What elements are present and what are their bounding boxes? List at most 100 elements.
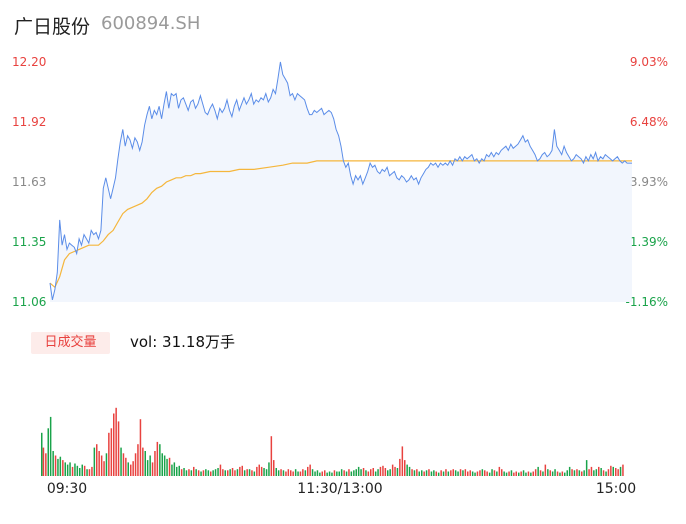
volume-bar bbox=[401, 446, 404, 476]
volume-bar bbox=[299, 471, 302, 476]
volume-bar bbox=[83, 465, 86, 476]
volume-bar bbox=[91, 466, 93, 476]
volume-bar bbox=[435, 471, 437, 476]
volume-bar bbox=[372, 468, 374, 476]
volume-bar bbox=[263, 468, 265, 476]
volume-bar bbox=[404, 460, 406, 476]
time-tick-label: 11:30/13:00 bbox=[297, 481, 383, 497]
volume-bar bbox=[564, 472, 566, 476]
volume-bar bbox=[59, 456, 62, 476]
volume-bar bbox=[202, 470, 205, 476]
volume-bar bbox=[314, 471, 316, 476]
volume-bar bbox=[532, 471, 534, 476]
volume-bar bbox=[374, 471, 377, 476]
volume-bar bbox=[251, 470, 253, 476]
price-tick-label: 11.63 bbox=[12, 175, 47, 189]
volume-bar bbox=[590, 466, 593, 476]
percent-tick-label: -1.16% bbox=[625, 295, 668, 309]
stock-name: 广日股份 bbox=[14, 16, 91, 38]
volume-bar bbox=[578, 470, 581, 476]
volume-bar bbox=[149, 455, 151, 476]
volume-bar bbox=[178, 465, 180, 476]
volume-bar bbox=[316, 470, 319, 476]
volume-bar bbox=[360, 469, 362, 476]
volume-bar bbox=[336, 471, 338, 476]
volume-bar bbox=[294, 469, 297, 476]
volume-bar bbox=[285, 471, 287, 476]
price-tick-label: 11.92 bbox=[12, 115, 47, 129]
volume-bar bbox=[185, 470, 188, 476]
volume-bar bbox=[222, 469, 224, 476]
volume-bar bbox=[282, 470, 285, 476]
volume-bar bbox=[598, 466, 600, 476]
volume-bar bbox=[207, 470, 210, 476]
volume-bar bbox=[52, 451, 54, 476]
volume-bar bbox=[214, 469, 217, 476]
volume-bar bbox=[151, 462, 154, 476]
volume-bar bbox=[333, 470, 336, 476]
volume-tag: 日成交量 bbox=[31, 332, 110, 354]
volume-bar bbox=[362, 468, 365, 476]
volume-bar bbox=[561, 471, 564, 476]
volume-bar bbox=[304, 470, 307, 476]
volume-bar bbox=[544, 464, 547, 476]
volume-bar bbox=[229, 469, 231, 476]
volume-bar bbox=[387, 470, 389, 476]
volume-bar bbox=[357, 466, 360, 476]
volume-bar bbox=[518, 472, 520, 476]
volume-bar bbox=[433, 470, 435, 476]
volume-bar bbox=[161, 453, 163, 476]
volume-bar bbox=[277, 470, 280, 476]
volume-bar bbox=[246, 469, 248, 476]
volume-bar bbox=[345, 471, 348, 476]
volume-bar bbox=[193, 466, 195, 476]
volume-bar bbox=[450, 470, 452, 476]
volume-bar bbox=[66, 464, 69, 476]
volume-bar bbox=[270, 436, 273, 476]
volume-bar bbox=[96, 444, 98, 476]
volume-bar bbox=[173, 462, 176, 476]
volume-bar bbox=[484, 470, 486, 476]
volume-bar bbox=[549, 470, 551, 476]
volume-bar bbox=[319, 472, 321, 476]
volume-bar bbox=[307, 466, 309, 476]
volume-bar bbox=[534, 469, 537, 476]
volume-bar bbox=[428, 469, 430, 476]
volume-bar bbox=[622, 464, 624, 476]
volume-bar bbox=[481, 469, 484, 476]
volume-bar bbox=[610, 465, 612, 476]
volume-bar bbox=[568, 466, 571, 476]
volume-bar bbox=[365, 470, 367, 476]
volume-bar bbox=[219, 464, 222, 476]
volume-bar bbox=[287, 469, 290, 476]
volume-bar bbox=[547, 469, 549, 476]
percent-tick-label: 3.93% bbox=[629, 175, 668, 189]
volume-bar bbox=[350, 471, 353, 476]
volume-bar bbox=[437, 472, 440, 476]
volume-bar bbox=[217, 468, 219, 476]
volume-bar bbox=[367, 471, 370, 476]
volume-bar bbox=[459, 469, 462, 476]
volume-bar bbox=[585, 460, 588, 476]
volume-bar bbox=[525, 472, 527, 476]
volume-bar bbox=[496, 471, 498, 476]
volume-bar bbox=[69, 462, 71, 476]
volume-bar bbox=[343, 470, 345, 476]
volume-bar bbox=[241, 465, 243, 476]
volume-bar bbox=[440, 470, 442, 476]
time-tick-label: 09:30 bbox=[46, 481, 88, 497]
volume-bar bbox=[260, 466, 263, 476]
volume-bar bbox=[309, 464, 311, 476]
volume-bar bbox=[227, 470, 229, 476]
volume-bar bbox=[331, 472, 333, 476]
volume-bar bbox=[348, 469, 350, 476]
volume-bar bbox=[239, 466, 241, 476]
volume-bar bbox=[423, 471, 425, 476]
volume-bar bbox=[134, 453, 137, 476]
volume-bar bbox=[508, 471, 510, 476]
volume-bar bbox=[188, 469, 190, 476]
volume-bar bbox=[515, 471, 517, 476]
volume-bar bbox=[447, 471, 450, 476]
volume-bar bbox=[190, 470, 193, 476]
